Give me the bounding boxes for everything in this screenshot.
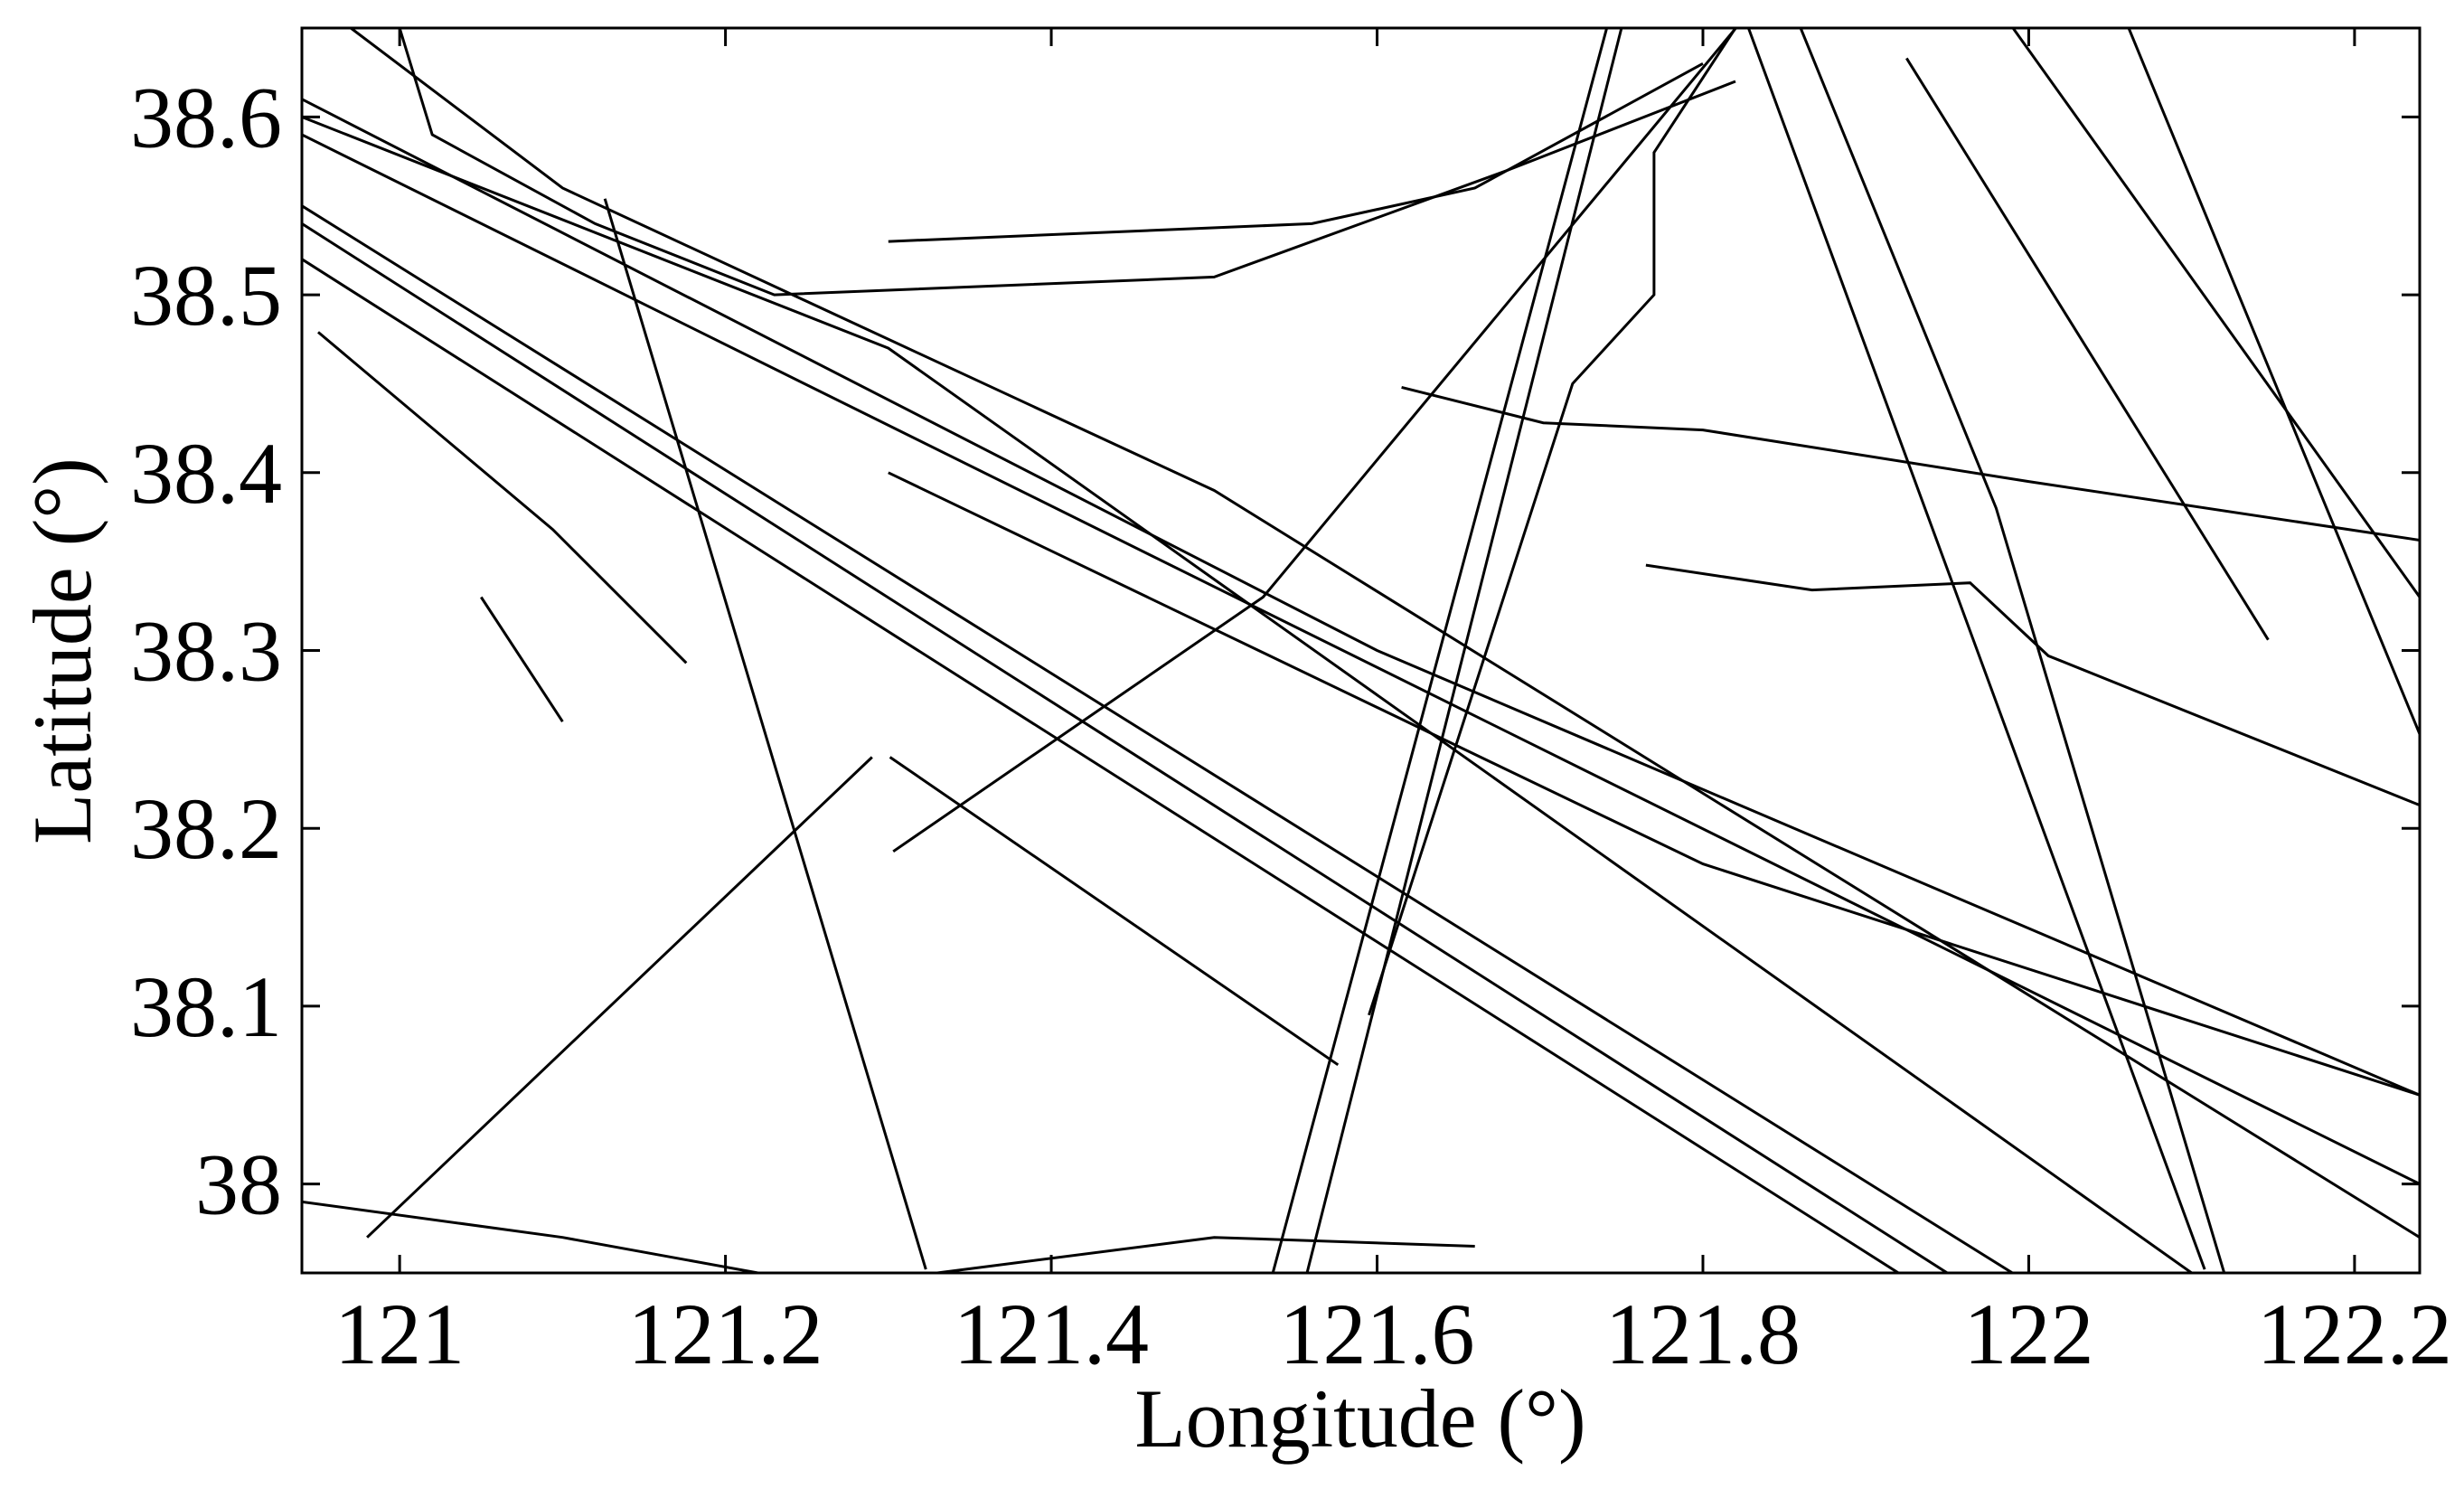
- track: [1905, 57, 2270, 641]
- track: [892, 28, 1738, 853]
- y-axis-label: Latitude (°): [16, 457, 108, 844]
- track: [302, 133, 2420, 1185]
- track: [302, 116, 2193, 1273]
- y-tick-label: 38.1: [130, 958, 282, 1055]
- track: [1368, 28, 1737, 1016]
- track: [302, 204, 2014, 1273]
- x-tick-label: 121.2: [628, 1286, 823, 1382]
- track: [889, 756, 1340, 1067]
- track: [366, 756, 873, 1239]
- track: [302, 1200, 758, 1273]
- track: [317, 331, 688, 664]
- y-tick-label: 38.4: [130, 425, 282, 522]
- x-tick-label: 121: [334, 1286, 465, 1382]
- y-tick-label: 38.6: [130, 69, 282, 165]
- x-axis-label: Longitude (°): [1134, 1372, 1585, 1465]
- track: [603, 198, 927, 1270]
- y-tick-label: 38.2: [130, 780, 282, 877]
- x-tick-label: 121.6: [1280, 1286, 1475, 1382]
- x-tick-label: 121.8: [1605, 1286, 1801, 1382]
- track: [888, 471, 2420, 1097]
- y-tick-label: 38.5: [130, 247, 282, 344]
- track: [302, 98, 2420, 1097]
- track: [1401, 385, 2420, 542]
- track: [480, 596, 564, 723]
- track: [1645, 563, 2420, 806]
- tracks: [302, 28, 2420, 1273]
- x-tick-label: 122: [1963, 1286, 2093, 1382]
- track: [2127, 28, 2420, 735]
- track: [2011, 28, 2420, 598]
- track: [1305, 28, 1623, 1273]
- x-tick-label: 121.4: [954, 1286, 1149, 1382]
- track: [302, 258, 1900, 1273]
- x-tick-label: 122.2: [2257, 1286, 2452, 1382]
- track: [1271, 28, 1609, 1273]
- track: [1799, 28, 2226, 1273]
- track: [350, 28, 2420, 1239]
- track: [302, 222, 1949, 1273]
- track: [1746, 28, 2206, 1270]
- track: [936, 1236, 1475, 1273]
- track: [888, 61, 1704, 243]
- y-tick-label: 38.3: [130, 603, 282, 700]
- y-tick-label: 38: [195, 1136, 282, 1233]
